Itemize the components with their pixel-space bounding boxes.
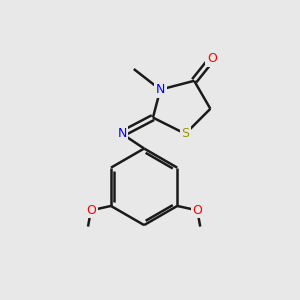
Text: O: O <box>192 204 202 217</box>
Text: S: S <box>181 127 189 140</box>
Text: N: N <box>156 83 165 96</box>
Text: N: N <box>117 127 127 140</box>
Text: O: O <box>86 204 96 217</box>
Text: O: O <box>207 52 217 65</box>
